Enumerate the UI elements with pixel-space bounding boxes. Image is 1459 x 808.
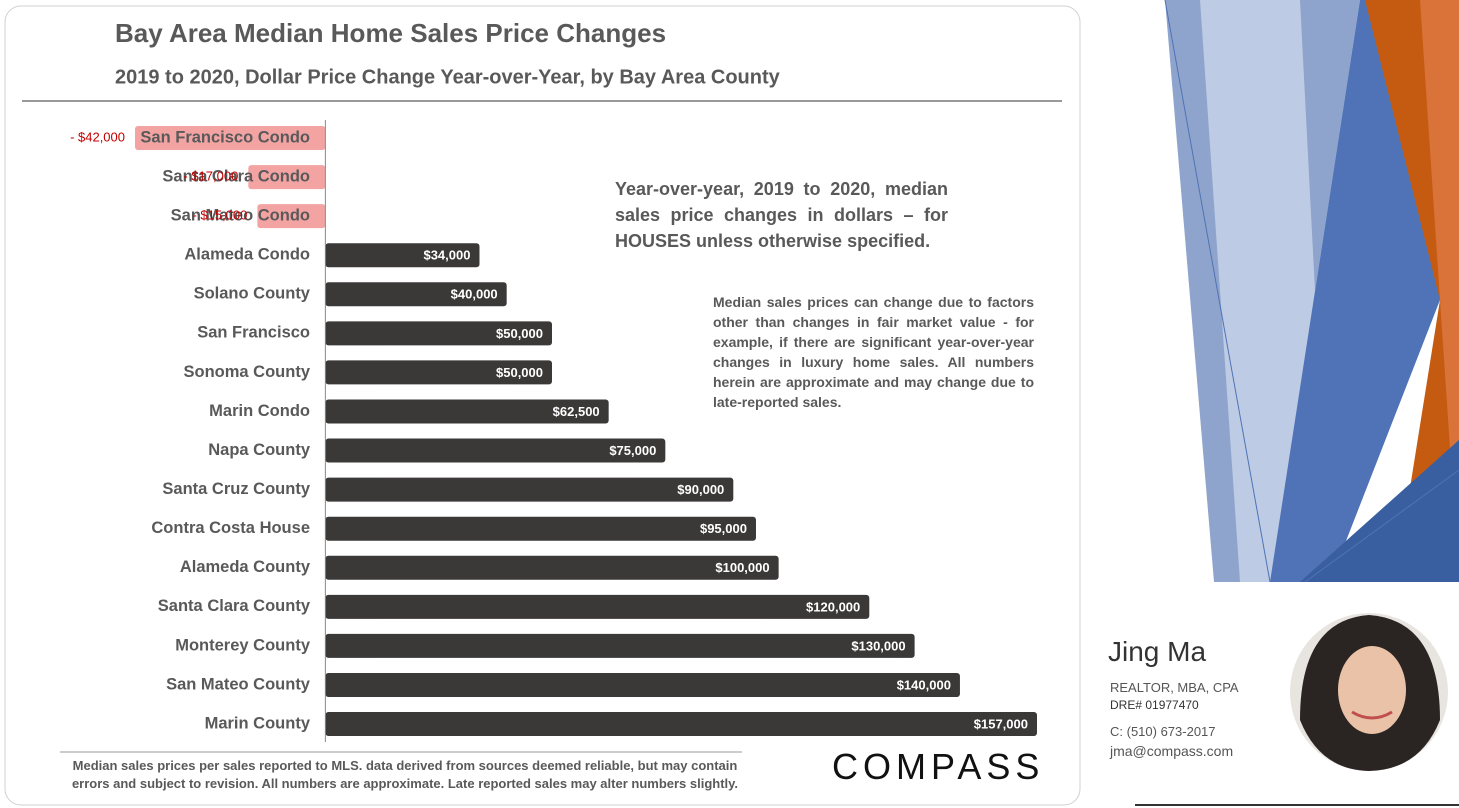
bar <box>325 477 734 502</box>
value-label: - $17,000 <box>183 169 238 184</box>
bar <box>325 712 1038 737</box>
category-label: Alameda County <box>180 558 311 576</box>
agent-license: DRE# 01977470 <box>1110 698 1199 712</box>
bar <box>325 243 480 268</box>
category-label: Alameda Condo <box>184 246 310 264</box>
annotation: Median sales prices can change due to fa… <box>713 294 1034 410</box>
category-label: Santa Cruz County <box>162 480 310 498</box>
agent-photo <box>1290 613 1448 771</box>
category-label: Solano County <box>194 285 311 303</box>
agent-email: jma@compass.com <box>1110 743 1234 759</box>
logo: COMPASS <box>832 746 1045 787</box>
chart-subtitle: 2019 to 2020, Dollar Price Change Year-o… <box>115 66 781 88</box>
value-label: $34,000 <box>423 248 470 263</box>
category-label: Napa County <box>208 441 311 459</box>
value-label: $40,000 <box>451 287 498 302</box>
bar <box>325 516 756 541</box>
value-label: $120,000 <box>806 599 860 614</box>
value-label: $157,000 <box>974 716 1028 731</box>
footnote: Median sales prices per sales reported t… <box>71 758 739 791</box>
category-label: Santa Clara County <box>158 597 311 615</box>
value-label: $75,000 <box>609 443 656 458</box>
category-label: San Francisco Condo <box>140 128 310 146</box>
chart-title: Bay Area Median Home Sales Price Changes <box>115 18 666 48</box>
bar <box>325 321 553 346</box>
value-label: $100,000 <box>715 560 769 575</box>
category-label: San Mateo Condo <box>171 206 310 224</box>
value-label: $50,000 <box>496 326 543 341</box>
bar <box>135 126 326 150</box>
bar <box>248 165 326 190</box>
bar <box>325 438 666 463</box>
category-label: Sonoma County <box>184 363 311 381</box>
value-label: $140,000 <box>897 677 951 692</box>
bar <box>325 594 870 619</box>
bar <box>325 399 609 424</box>
category-label: Santa Clara Condo <box>162 167 310 185</box>
agent-phone: C: (510) 673-2017 <box>1110 724 1216 739</box>
agent-credentials: REALTOR, MBA, CPA <box>1110 680 1239 695</box>
category-label: Marin County <box>205 714 311 732</box>
bar <box>325 360 553 385</box>
bar <box>325 555 779 580</box>
category-label: San Francisco <box>197 324 310 342</box>
value-label: $130,000 <box>851 638 905 653</box>
category-label: San Mateo County <box>166 675 311 693</box>
bar <box>325 633 915 658</box>
agent-name: Jing Ma <box>1108 636 1207 667</box>
category-label: Monterey County <box>175 636 311 654</box>
value-label: - $42,000 <box>70 129 125 144</box>
category-label: Contra Costa House <box>151 519 310 537</box>
value-label: $90,000 <box>677 482 724 497</box>
decoration <box>1160 0 1459 808</box>
value-label: $50,000 <box>496 365 543 380</box>
bar <box>257 204 326 229</box>
bar <box>325 672 960 697</box>
bar <box>325 282 507 307</box>
value-label: - $15,000 <box>192 208 247 223</box>
value-label: $95,000 <box>700 521 747 536</box>
annotation: Year-over-year, 2019 to 2020, median sal… <box>615 179 948 251</box>
value-label: $62,500 <box>553 404 600 419</box>
category-label: Marin Condo <box>209 402 310 420</box>
